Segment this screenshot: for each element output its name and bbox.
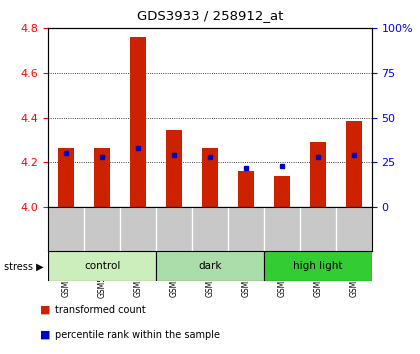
Bar xyxy=(94,148,110,207)
Bar xyxy=(346,121,362,207)
Bar xyxy=(202,148,218,207)
Bar xyxy=(274,176,290,207)
Text: GDS3933 / 258912_at: GDS3933 / 258912_at xyxy=(137,9,283,22)
Bar xyxy=(130,37,146,207)
Text: dark: dark xyxy=(198,261,222,272)
Text: stress ▶: stress ▶ xyxy=(5,261,44,272)
Text: control: control xyxy=(84,261,121,272)
Bar xyxy=(310,142,326,207)
Text: ■: ■ xyxy=(40,330,50,339)
Bar xyxy=(166,130,182,207)
Text: percentile rank within the sample: percentile rank within the sample xyxy=(55,330,220,339)
Text: transformed count: transformed count xyxy=(55,305,145,315)
Bar xyxy=(58,148,74,207)
Bar xyxy=(48,251,156,281)
Bar xyxy=(156,251,264,281)
Bar xyxy=(238,171,254,207)
Text: high light: high light xyxy=(293,261,343,272)
Text: ■: ■ xyxy=(40,305,50,315)
Bar xyxy=(264,251,372,281)
